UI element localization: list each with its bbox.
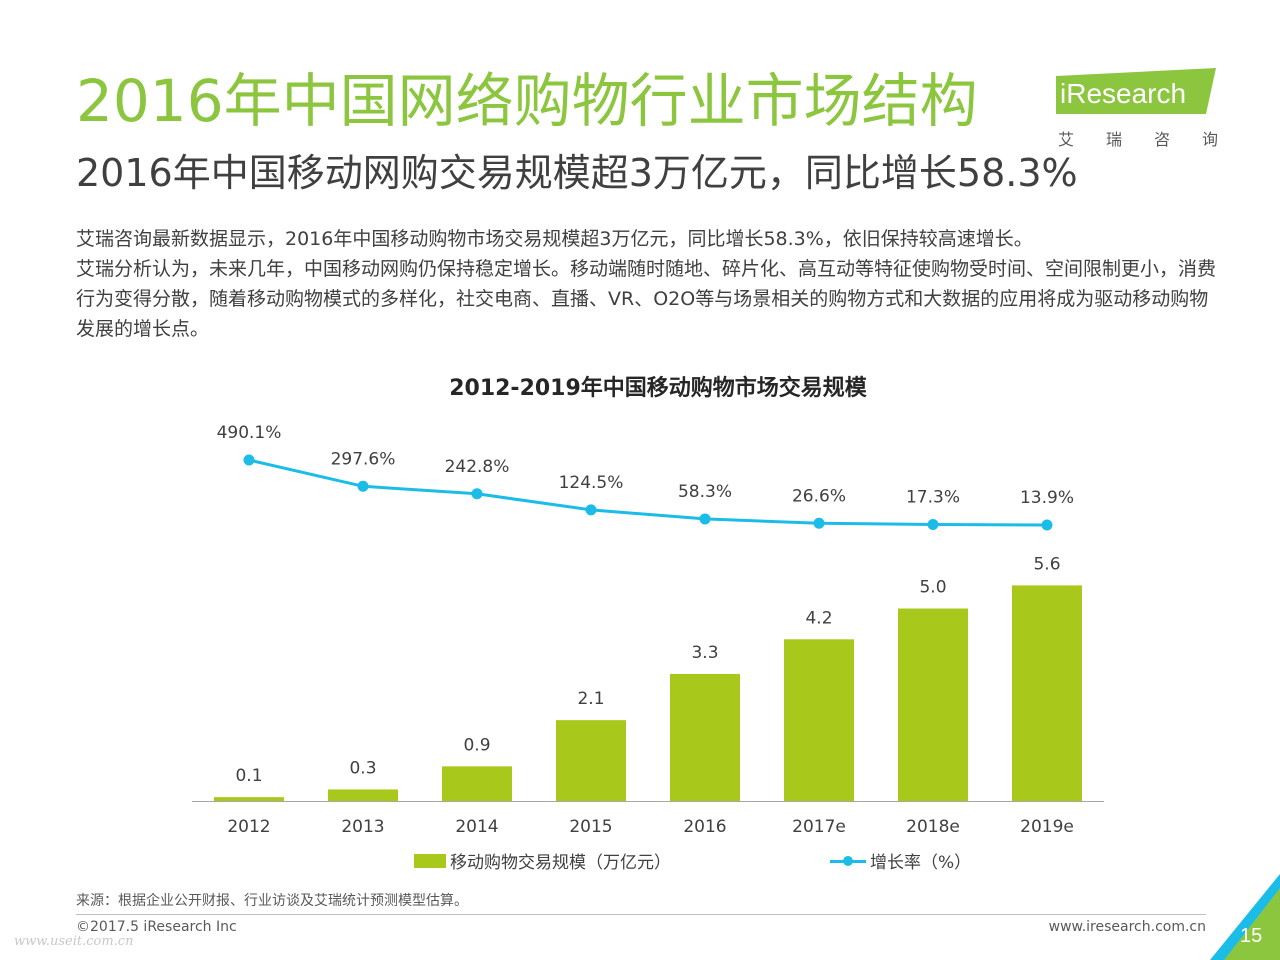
website-text: www.iresearch.com.cn — [1048, 919, 1206, 935]
growth-rate-line — [248, 458, 1048, 527]
bar-value-label: 4.2 — [805, 608, 832, 628]
legend-item-line: 增长率（%） — [830, 848, 971, 873]
x-tick-label: 2015 — [569, 817, 612, 837]
bar-value-label: 2.1 — [577, 689, 604, 709]
bar — [214, 797, 284, 801]
bar — [670, 673, 740, 801]
growth-rate-label: 17.3% — [906, 488, 960, 508]
x-tick-label: 2013 — [341, 817, 384, 837]
legend-label: 增长率（%） — [870, 853, 972, 873]
logo-banner-shape — [1056, 68, 1216, 114]
x-tick-label: 2019e — [1020, 817, 1074, 837]
legend-item-bar: 移动购物交易规模（万亿元） — [414, 848, 671, 873]
body-text: 艾瑞咨询最新数据显示，2016年中国移动购物市场交易规模超3万亿元，同比增长58… — [76, 224, 1226, 344]
growth-rate-point — [699, 513, 711, 525]
bar — [1012, 585, 1082, 801]
growth-rate-label: 242.8% — [445, 457, 510, 477]
bar-value-label: 5.6 — [1033, 554, 1060, 574]
growth-rate-point — [813, 517, 825, 529]
growth-rate-label: 297.6% — [331, 449, 396, 469]
bar — [898, 608, 968, 801]
x-tick-label: 2016 — [683, 817, 726, 837]
copyright-text: ©2017.5 iResearch Inc — [76, 919, 237, 935]
growth-rate-label: 13.9% — [1020, 488, 1074, 508]
page-subtitle: 2016年中国移动网购交易规模超3万亿元，同比增长58.3% — [76, 151, 1078, 195]
growth-rate-label: 124.5% — [559, 473, 624, 493]
bar-value-label: 3.3 — [691, 643, 718, 663]
logo-brand-text: iResearch — [1060, 78, 1187, 109]
growth-rate-label: 58.3% — [678, 482, 732, 502]
bar-value-label: 5.0 — [919, 578, 946, 598]
x-tick-label: 2017e — [792, 817, 846, 837]
legend-bar-swatch — [414, 853, 446, 868]
watermark: www.useit.com.cn — [14, 934, 134, 949]
page-title: 2016年中国网络购物行业市场结构 — [76, 67, 978, 135]
x-tick-label: 2014 — [455, 817, 498, 837]
growth-rate-point — [357, 480, 369, 492]
growth-rate-point — [585, 504, 597, 516]
logo-char: 艾 — [1058, 130, 1075, 149]
bar — [784, 639, 854, 801]
body-paragraph: 艾瑞咨询最新数据显示，2016年中国移动购物市场交易规模超3万亿元，同比增长58… — [76, 228, 1033, 250]
bar-value-label: 0.3 — [349, 758, 376, 778]
source-note: 来源：根据企业公开财报、行业访谈及艾瑞统计预测模型估算。 — [76, 893, 468, 909]
growth-rate-point — [927, 519, 939, 531]
growth-rate-point — [1041, 519, 1053, 531]
bar-value-label: 0.1 — [235, 766, 262, 786]
chart-legend: 移动购物交易规模（万亿元） 增长率（%） — [0, 848, 1280, 874]
body-paragraph: 艾瑞分析认为，未来几年，中国移动网购仍保持稳定增长。移动端随时随地、碎片化、高互… — [76, 258, 1217, 340]
legend-label: 移动购物交易规模（万亿元） — [450, 853, 671, 873]
iresearch-logo: iResearch 艾 瑞 咨 询 — [1056, 64, 1220, 150]
x-tick-label: 2018e — [906, 817, 960, 837]
logo-char: 咨 — [1153, 130, 1170, 149]
page-corner-decoration — [1210, 874, 1280, 960]
bar — [442, 766, 512, 801]
chart-title: 2012-2019年中国移动购物市场交易规模 — [449, 376, 867, 401]
bar — [328, 789, 398, 801]
growth-rate-point — [471, 488, 483, 500]
footer-divider — [76, 914, 1206, 915]
logo-char: 询 — [1201, 130, 1218, 149]
growth-rate-point — [243, 454, 255, 466]
bar — [556, 720, 626, 801]
growth-rate-label: 26.6% — [792, 486, 846, 506]
x-tick-label: 2012 — [227, 817, 270, 837]
page-number: 15 — [1240, 925, 1263, 947]
legend-line-swatch — [830, 854, 866, 868]
growth-rate-label: 490.1% — [217, 423, 282, 443]
logo-chinese-name: 艾 瑞 咨 询 — [1058, 126, 1218, 150]
logo-char: 瑞 — [1105, 130, 1122, 149]
bar-value-label: 0.9 — [463, 735, 490, 755]
